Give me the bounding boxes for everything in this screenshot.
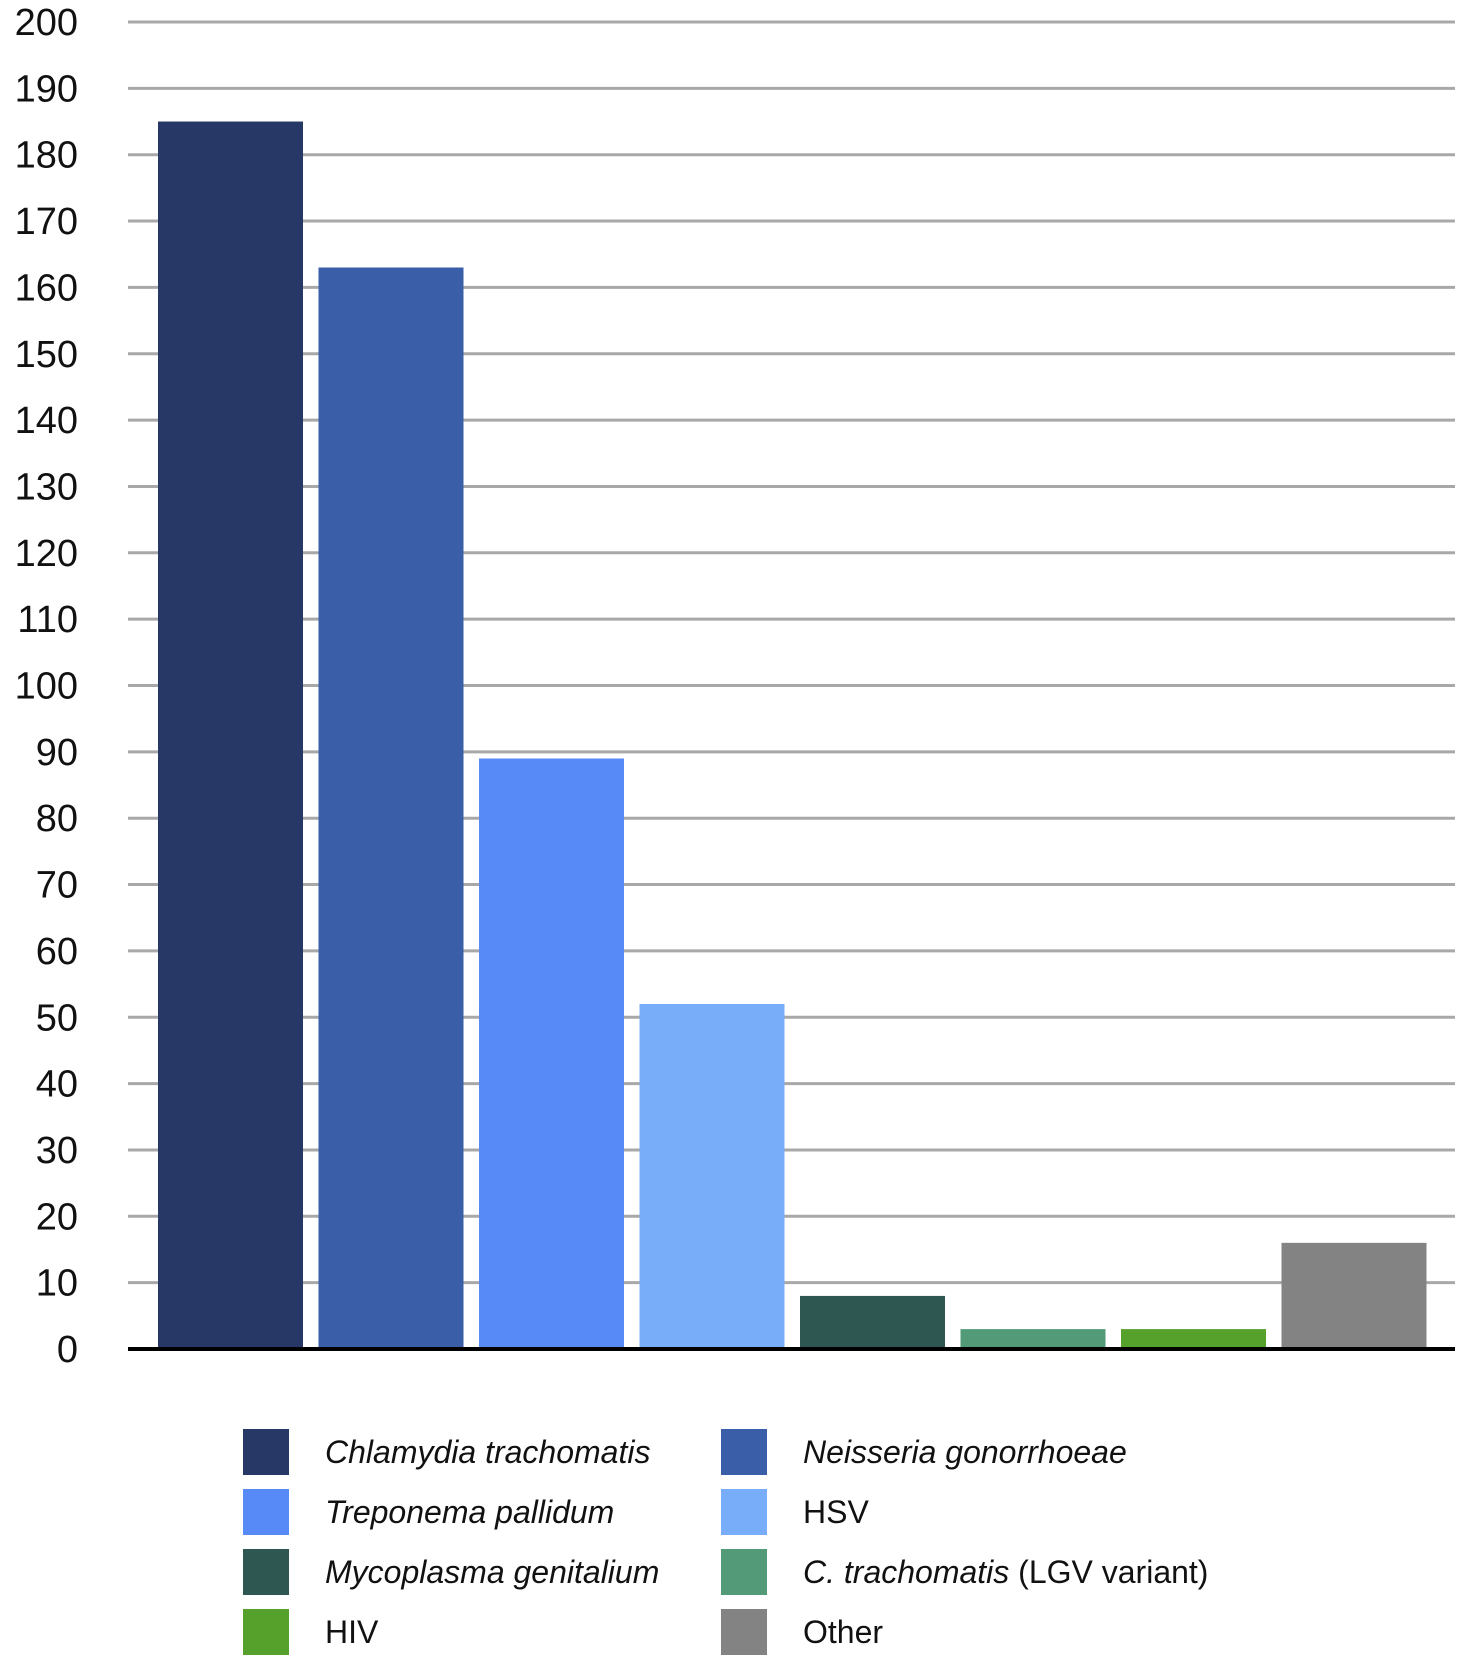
legend-item: C. trachomatis (LGV variant)	[721, 1548, 1208, 1596]
y-tick-label: 10	[36, 1263, 78, 1305]
bar-2	[318, 267, 464, 1349]
y-axis-tick-labels: 0 10 20 30 40 50 60 70 80 90 100 110 120 130 140 150 160…	[15, 2, 78, 1371]
y-tick-label: 190	[15, 68, 78, 110]
legend-item: Mycoplasma genitalium	[243, 1548, 659, 1596]
legend-item: HSV	[721, 1488, 869, 1536]
legend-item: Neisseria gonorrhoeae	[721, 1428, 1127, 1476]
legend-label: HSV	[803, 1494, 869, 1531]
legend-label-italic: Treponema pallidum	[325, 1493, 615, 1530]
legend-label-italic: Chlamydia trachomatis	[325, 1433, 651, 1470]
legend-item: HIV	[243, 1608, 378, 1656]
y-tick-label: 200	[15, 2, 78, 44]
y-tick-label: 170	[15, 201, 78, 243]
bars	[158, 121, 1427, 1349]
legend-item: Treponema pallidum	[243, 1488, 614, 1536]
y-tick-label: 70	[36, 865, 78, 907]
y-tick-label: 100	[15, 666, 78, 708]
y-tick-label: 110	[17, 599, 78, 641]
y-tick-label: 20	[36, 1196, 78, 1238]
legend-label-italic: C. trachomatis	[803, 1553, 1010, 1590]
legend-label: Mycoplasma genitalium	[325, 1554, 659, 1591]
legend-swatch	[721, 1489, 767, 1535]
bar-3	[479, 758, 624, 1349]
y-tick-label: 130	[15, 466, 78, 508]
y-tick-label: 180	[15, 135, 78, 177]
y-tick-label: 90	[36, 732, 78, 774]
legend-swatch	[243, 1609, 289, 1655]
y-tick-label: 150	[15, 334, 78, 376]
y-tick-label: 160	[15, 267, 78, 309]
y-tick-label: 0	[57, 1329, 78, 1371]
bar-1	[158, 121, 303, 1349]
legend-label-plain: Other	[803, 1613, 884, 1650]
legend-label: HIV	[325, 1614, 378, 1651]
bar-chart: 0 10 20 30 40 50 60 70 80 90 100 110 120 130 140 150 160…	[15, 2, 1455, 1371]
legend-swatch	[721, 1549, 767, 1595]
bar-4	[639, 1003, 785, 1349]
legend-item: Chlamydia trachomatis	[243, 1428, 650, 1476]
legend-swatch	[243, 1549, 289, 1595]
legend-label-plain: HSV	[803, 1493, 869, 1530]
legend-item: Other	[721, 1608, 883, 1656]
legend-swatch	[721, 1429, 767, 1475]
legend-label: Chlamydia trachomatis	[325, 1434, 650, 1471]
legend-label-italic: Mycoplasma genitalium	[325, 1553, 660, 1590]
legend-label-italic: Neisseria gonorrhoeae	[803, 1433, 1127, 1470]
legend-label: Neisseria gonorrhoeae	[803, 1434, 1127, 1471]
y-tick-label: 40	[36, 1064, 78, 1106]
legend-label: Treponema pallidum	[325, 1494, 614, 1531]
legend-swatch	[243, 1489, 289, 1535]
legend-label-plain: (LGV variant)	[1009, 1553, 1209, 1590]
legend: Chlamydia trachomatis Neisseria gonorrhoe…	[243, 1428, 1343, 1658]
legend-label: Other	[803, 1614, 883, 1651]
y-tick-label: 30	[36, 1130, 78, 1172]
legend-label: C. trachomatis (LGV variant)	[803, 1554, 1208, 1591]
bar-7	[1121, 1329, 1266, 1349]
legend-swatch	[243, 1429, 289, 1475]
y-tick-label: 50	[36, 997, 78, 1039]
legend-label-plain: HIV	[325, 1613, 379, 1650]
y-tick-label: 60	[36, 931, 78, 973]
y-tick-label: 140	[15, 400, 78, 442]
legend-swatch	[721, 1609, 767, 1655]
bar-6	[960, 1329, 1106, 1349]
bar-5	[800, 1295, 945, 1349]
y-tick-label: 120	[15, 533, 78, 575]
y-tick-label: 80	[36, 798, 78, 840]
bar-8	[1281, 1242, 1427, 1349]
